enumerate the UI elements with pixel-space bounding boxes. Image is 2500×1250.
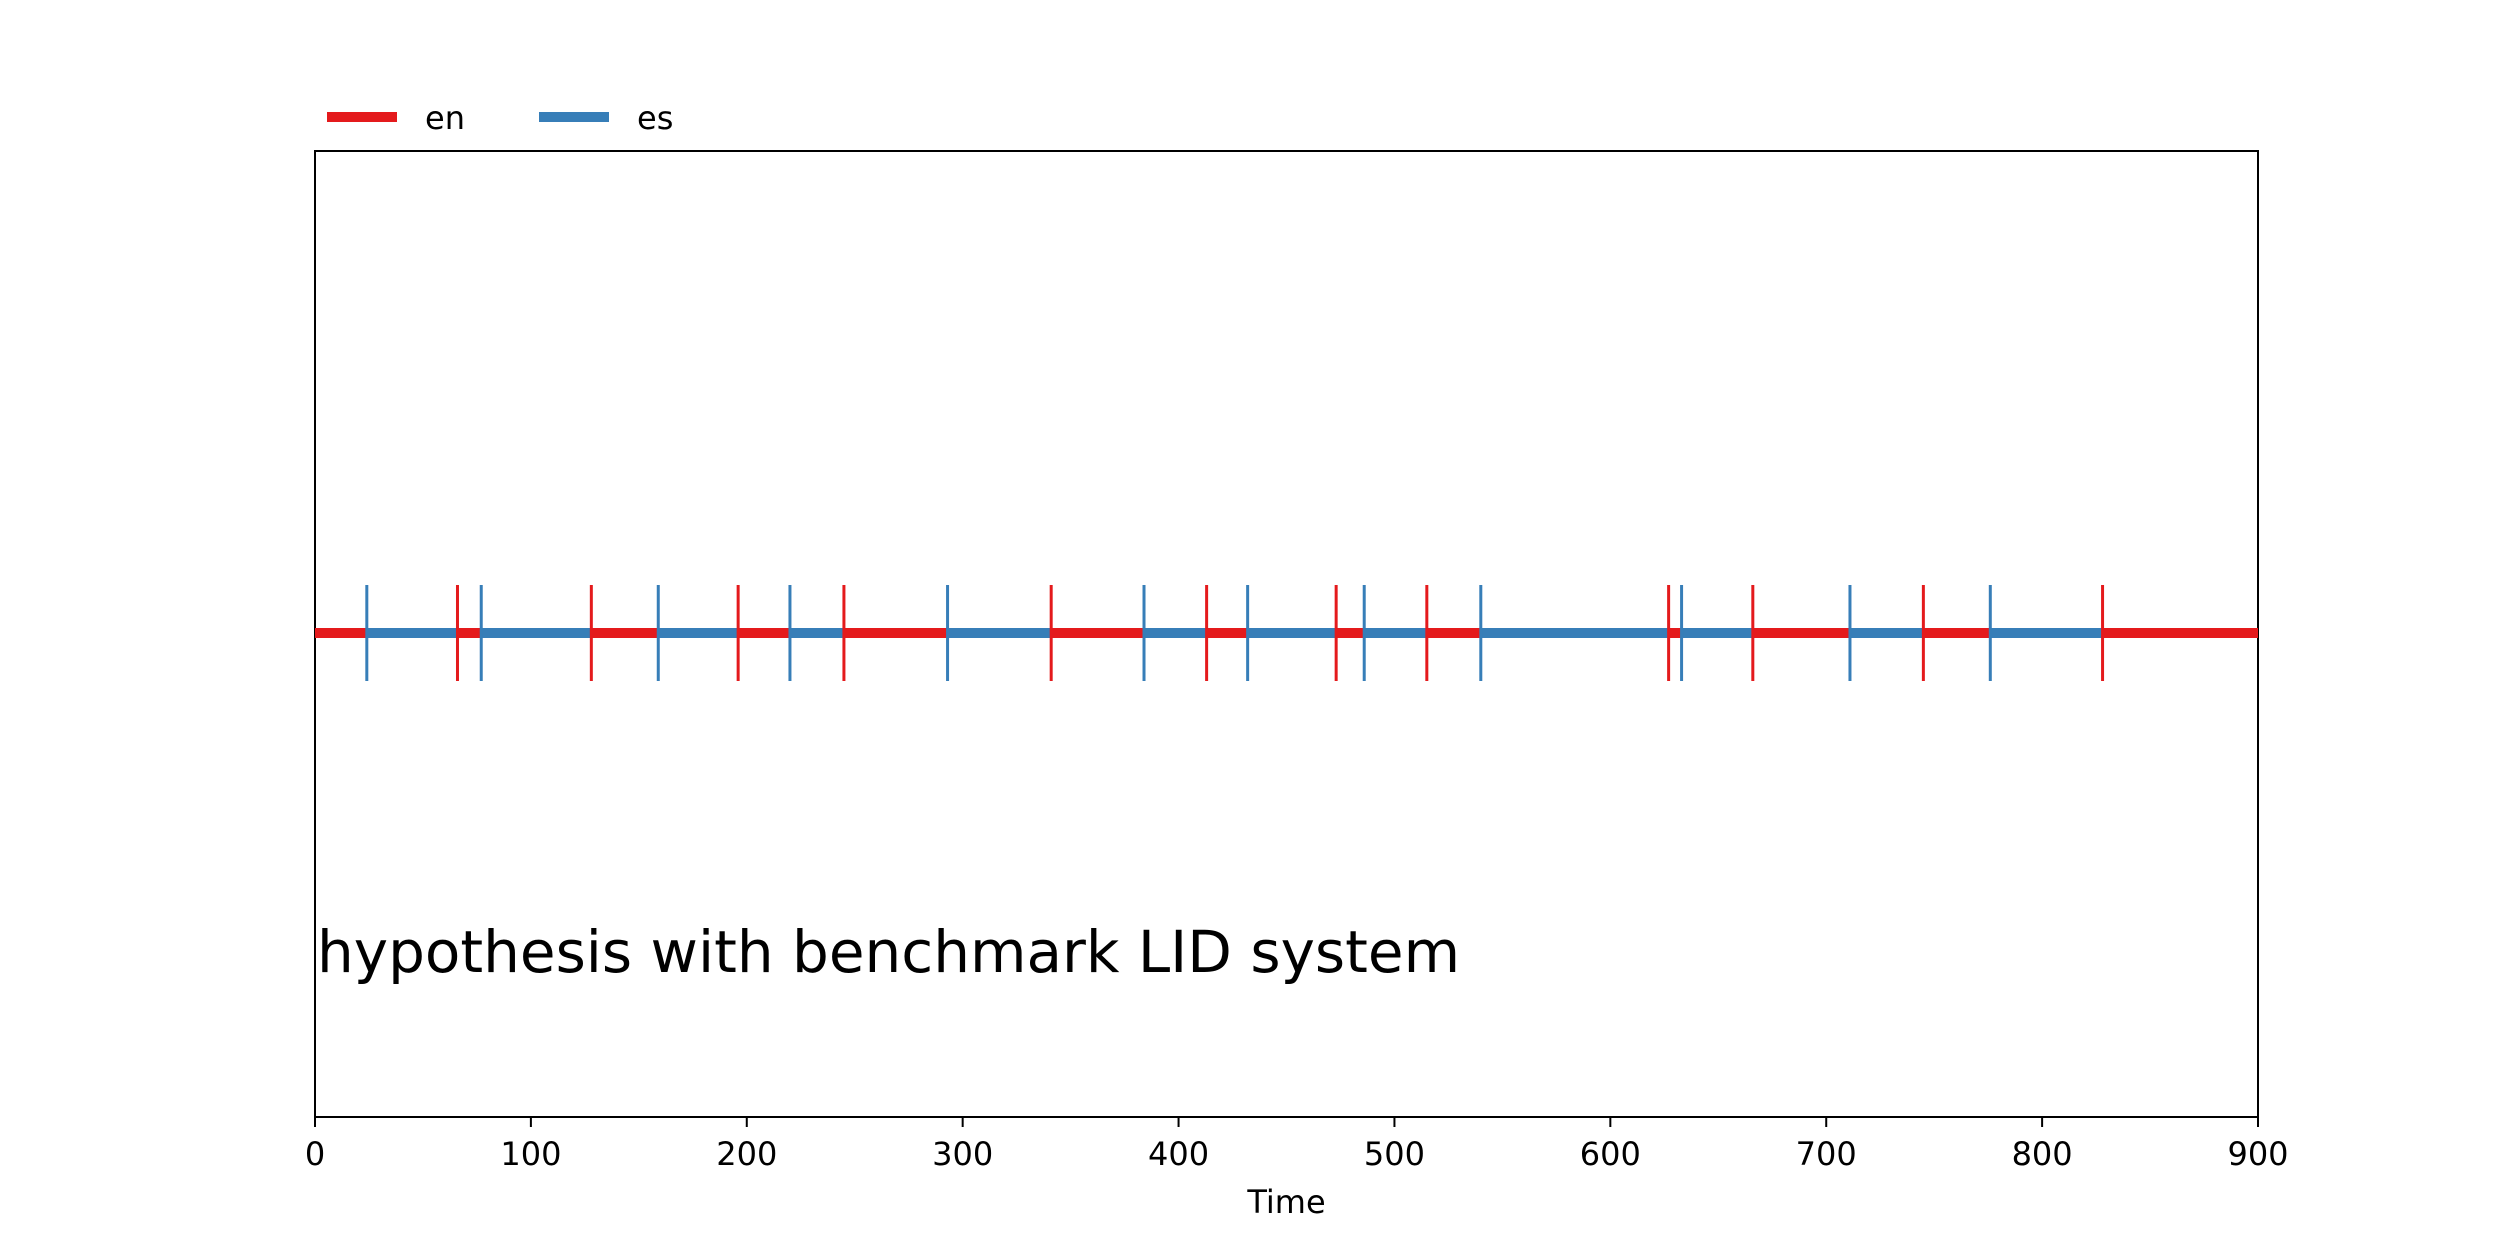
x-axis: 0 100 200 300 400 500 600 700 800 900 bbox=[305, 1117, 2289, 1173]
x-tick-label: 0 bbox=[305, 1135, 325, 1173]
x-tick-label: 700 bbox=[1796, 1135, 1857, 1173]
x-tick-label: 900 bbox=[2227, 1135, 2288, 1173]
legend-label-es: es bbox=[637, 99, 673, 137]
x-tick-label: 300 bbox=[932, 1135, 993, 1173]
x-axis-label: Time bbox=[1246, 1183, 1325, 1221]
x-tick-label: 600 bbox=[1580, 1135, 1641, 1173]
legend: en es bbox=[327, 99, 673, 137]
x-tick-label: 400 bbox=[1148, 1135, 1209, 1173]
chart-annotation: hypothesis with benchmark LID system bbox=[317, 918, 1460, 986]
x-tick-label: 200 bbox=[716, 1135, 777, 1173]
legend-label-en: en bbox=[425, 99, 465, 137]
x-tick-label: 800 bbox=[2012, 1135, 2073, 1173]
boundary-markers-layer bbox=[365, 585, 2105, 681]
x-tick-label: 500 bbox=[1364, 1135, 1425, 1173]
x-tick-label: 100 bbox=[500, 1135, 561, 1173]
